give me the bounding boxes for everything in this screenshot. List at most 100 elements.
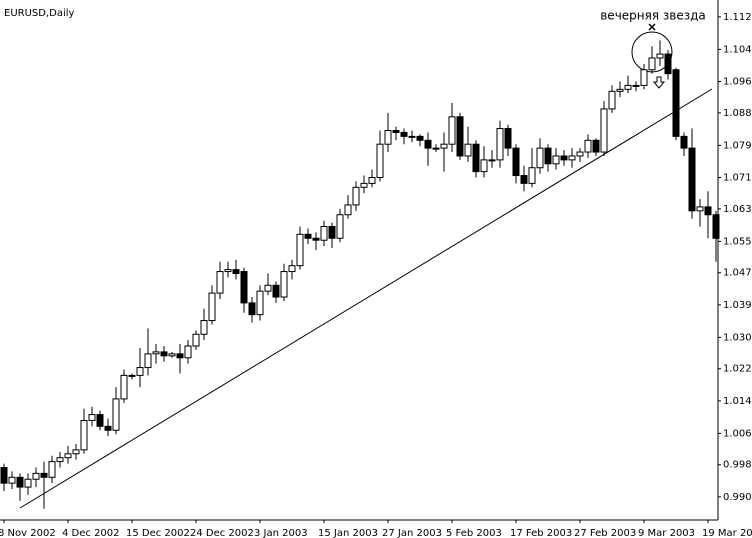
candle-body	[464, 143, 472, 157]
candle-body	[544, 147, 552, 165]
candle-body	[264, 284, 272, 292]
candle-body	[448, 116, 456, 145]
candle-body	[120, 374, 128, 400]
candle-body	[368, 177, 376, 184]
candle-body	[224, 269, 232, 273]
candle-body	[200, 320, 208, 335]
down-arrow	[652, 76, 666, 89]
candle-body	[456, 116, 464, 157]
candle-body	[512, 147, 520, 177]
candle-body	[80, 419, 88, 451]
candle-body	[688, 147, 696, 212]
x-tick-label: 17 Feb 2003	[510, 528, 572, 538]
candle-body	[104, 425, 112, 431]
candle-body	[72, 449, 80, 455]
candle-body	[624, 84, 632, 90]
candle-body	[664, 53, 672, 75]
candle-body	[528, 167, 536, 184]
candle-body	[328, 225, 336, 239]
candle-body	[584, 139, 592, 153]
x-tick-label: 5 Feb 2003	[446, 528, 502, 538]
candle-body	[712, 214, 720, 239]
candle-body	[336, 214, 344, 239]
candle-body	[552, 155, 560, 165]
x-tick-label: 27 Feb 2003	[574, 528, 636, 538]
y-tick-label: 1.0715	[723, 173, 752, 184]
y-tick-label: 1.0390	[723, 300, 752, 311]
y-tick-label: 1.0635	[723, 204, 752, 215]
cross-marker	[648, 23, 656, 31]
candle-body	[48, 461, 56, 478]
candle-body	[632, 84, 640, 87]
candle-body	[16, 476, 24, 488]
candle-body	[616, 88, 624, 92]
candle-body	[440, 143, 448, 149]
candle-body	[296, 233, 304, 267]
y-tick-label: 1.0880	[723, 108, 752, 119]
x-tick-label: 8 Nov 2002	[0, 528, 56, 538]
candle-body	[480, 159, 488, 173]
candle-body	[488, 159, 496, 162]
candle-body	[656, 53, 664, 59]
candle-body	[232, 269, 240, 275]
candle-body	[576, 151, 584, 157]
y-tick-label: 1.1125	[723, 12, 752, 23]
y-tick-label: 1.0472	[723, 268, 752, 279]
y-tick-label: 1.0062	[723, 428, 752, 439]
candle-body	[176, 353, 184, 359]
candle-body	[248, 302, 256, 316]
candle-body	[320, 225, 328, 241]
candle-body	[496, 128, 504, 161]
candle-body	[592, 139, 600, 153]
candle-body	[416, 135, 424, 141]
y-tick-label: 1.0797	[723, 140, 752, 151]
candle-body	[384, 129, 392, 145]
y-tick-label: 0.9982	[723, 460, 752, 471]
candle-body	[696, 206, 704, 212]
x-tick-label: 9 Mar 2003	[638, 528, 695, 538]
candle-body	[352, 186, 360, 206]
candle-body	[432, 147, 440, 150]
candle-body	[152, 351, 160, 355]
candle-body	[424, 139, 432, 149]
candle-body	[672, 69, 680, 137]
candle-body	[408, 135, 416, 138]
x-tick-label: 24 Dec 2002	[190, 528, 254, 538]
candle-body	[704, 206, 712, 216]
candle-body	[520, 175, 528, 184]
candle-body	[272, 284, 280, 298]
candle-body	[0, 466, 8, 484]
y-tick-label: 1.1042	[723, 44, 752, 55]
candle-body	[280, 271, 288, 298]
candle-body	[360, 182, 368, 188]
y-tick-label: 1.0552	[723, 236, 752, 247]
candle-body	[504, 128, 512, 149]
candle-body	[56, 457, 64, 463]
candle-body	[96, 414, 104, 427]
candle-body	[472, 143, 480, 173]
candle-body	[240, 271, 248, 304]
candle-body	[32, 472, 40, 480]
candle-body	[560, 155, 568, 161]
candle-body	[600, 108, 608, 153]
candle-body	[400, 131, 408, 137]
candle-body	[312, 237, 320, 241]
candle-body	[24, 478, 32, 488]
candle-body	[608, 90, 616, 110]
chart-title: EURUSD,Daily	[4, 8, 75, 19]
candle-body	[344, 204, 352, 216]
x-tick-label: 19 Mar 2003	[702, 528, 752, 538]
x-tick-label: 3 Jan 2003	[254, 528, 308, 538]
candle-body	[128, 374, 136, 377]
candle-body	[112, 398, 120, 431]
candle-body	[192, 333, 200, 347]
candle-body	[680, 135, 688, 149]
trend-line	[19, 88, 713, 509]
candle-body	[376, 143, 384, 179]
y-tick-label: 1.0307	[723, 332, 752, 343]
candle-body	[160, 351, 168, 357]
candle-body	[184, 345, 192, 359]
